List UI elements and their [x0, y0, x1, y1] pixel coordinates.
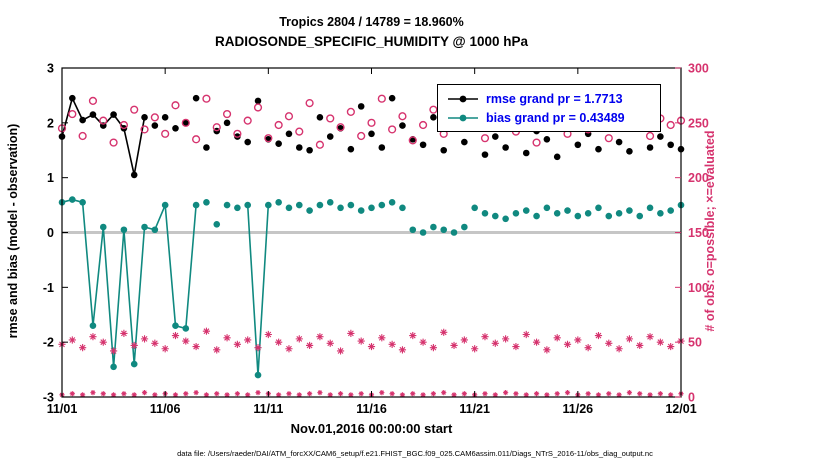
legend: rmse grand pr = 1.7713 bias grand pr = 0… [437, 84, 661, 132]
series-bias [58, 196, 685, 379]
series-evaluated-obs [58, 327, 685, 355]
bias-line-marker-icon [448, 114, 478, 121]
y-axis-label-right: # of obs: o=possible; ×=evaluated [703, 130, 717, 332]
legend-label-bias: bias grand pr = 0.43489 [486, 110, 625, 125]
y-left-tick-label: 1 [47, 171, 54, 185]
y-left-tick-label: 2 [47, 116, 54, 130]
y-axis-label-left: rmse and bias (model - observation) [6, 123, 20, 339]
chart-title-main: RADIOSONDE_SPECIFIC_HUMIDITY @ 1000 hPa [215, 34, 528, 49]
y-right-tick-label: 150 [688, 226, 709, 240]
data-file-caption: data file: /Users/raeder/DAI/ATM_forcXX/… [177, 449, 653, 458]
x-tick-label: 11/26 [563, 402, 594, 416]
y-left-tick-label: 0 [47, 226, 54, 240]
y-right-tick-label: 250 [688, 116, 709, 130]
x-tick-label: 11/16 [356, 402, 387, 416]
x-tick-label: 11/11 [253, 402, 283, 416]
x-tick-label: 11/06 [150, 402, 181, 416]
x-axis-label: Nov.01,2016 00:00:00 start [290, 421, 453, 436]
x-tick-label: 12/01 [665, 402, 696, 416]
y-right-tick-label: 300 [688, 62, 709, 76]
x-tick-label: 11/01 [47, 402, 78, 416]
legend-item-bias: bias grand pr = 0.43489 [447, 108, 660, 127]
legend-item-rmse: rmse grand pr = 1.7713 [447, 89, 660, 108]
chart-title-ratio: Tropics 2804 / 14789 = 18.960% [279, 15, 464, 29]
y-right-tick-label: 50 [688, 336, 702, 350]
x-tick-label: 11/21 [459, 402, 490, 416]
y-right-tick-label: 0 [688, 391, 695, 405]
y-right-tick-label: 200 [688, 171, 709, 185]
y-left-tick-label: -1 [43, 281, 54, 295]
y-left-tick-label: -3 [43, 391, 54, 405]
y-left-tick-label: 3 [47, 62, 54, 76]
legend-label-rmse: rmse grand pr = 1.7713 [486, 91, 623, 106]
axes: 11/01 11/06 11/11 11/16 11/21 11/26 12/01 -3 -2 -… [43, 62, 709, 417]
y-left-tick-label: -2 [43, 336, 54, 350]
y-right-tick-label: 100 [688, 281, 709, 295]
rmse-line-marker-icon [448, 95, 478, 102]
